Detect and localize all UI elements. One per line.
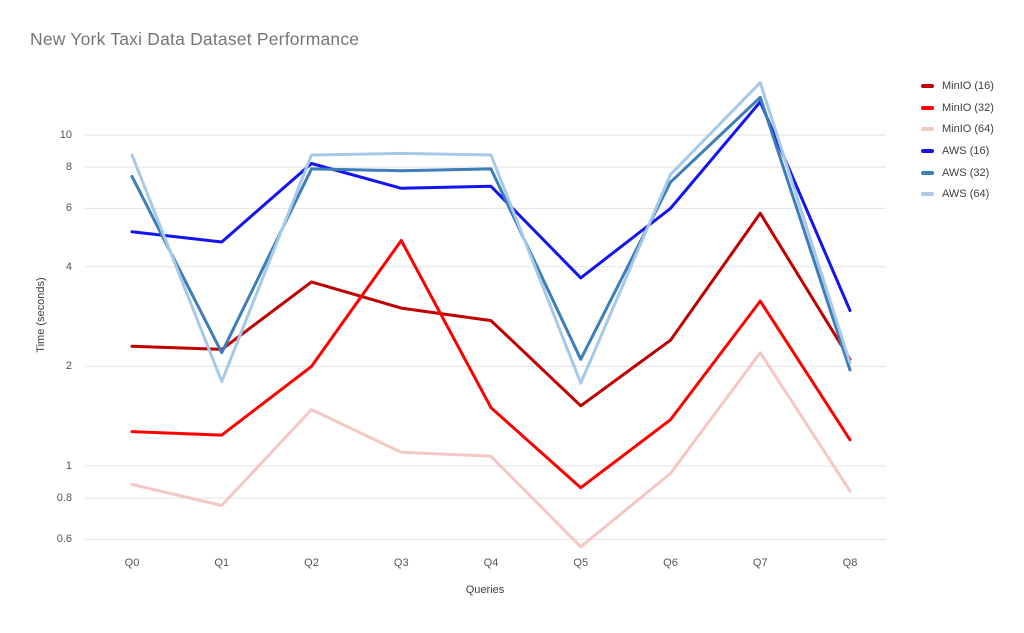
legend-label: AWS (64)	[942, 188, 990, 201]
chart-title: New York Taxi Data Dataset Performance	[30, 29, 360, 49]
legend-item-aws-16[interactable]: AWS (16)	[921, 140, 994, 162]
series-line-minio-32	[130, 239, 852, 490]
x-tick-label: Q4	[483, 557, 499, 569]
legend-swatch	[921, 192, 934, 197]
legend-item-aws-64[interactable]: AWS (64)	[921, 183, 994, 205]
x-tick-label: Q3	[393, 557, 409, 569]
legend-label: AWS (32)	[942, 166, 990, 179]
y-tick-label: 10	[59, 129, 72, 141]
y-tick-label: 8	[65, 161, 72, 174]
legend-label: MinIO (32)	[942, 101, 994, 114]
x-tick-label: Q2	[304, 557, 319, 569]
legend-label: MinIO (64)	[942, 123, 994, 136]
x-tick-label: Q8	[842, 557, 858, 569]
legend-item-minio-16[interactable]: MinIO (16)	[921, 75, 994, 97]
legend-swatch	[921, 148, 934, 153]
legend-label: AWS (16)	[942, 144, 990, 157]
y-tick-label: 0.8	[56, 492, 72, 505]
y-tick-label: 6	[65, 202, 72, 215]
series-line-minio-16	[130, 211, 852, 408]
x-tick-label: Q0	[124, 557, 140, 569]
x-axis-title: Queries	[465, 584, 505, 596]
legend: MinIO (16) MinIO (32) MinIO (64) AWS (16…	[921, 75, 994, 205]
legend-swatch	[921, 83, 934, 88]
legend-swatch	[921, 170, 934, 175]
legend-item-minio-32[interactable]: MinIO (32)	[921, 97, 994, 119]
y-tick-label: 0.6	[56, 533, 72, 546]
x-tick-label: Q7	[752, 557, 768, 569]
legend-swatch	[921, 127, 934, 132]
series-line-aws-64	[130, 81, 852, 385]
x-tick-label: Q1	[214, 557, 230, 569]
y-tick-label: 1	[65, 460, 72, 472]
y-tick-label: 2	[65, 360, 72, 373]
legend-label: MinIO (16)	[942, 79, 994, 92]
legend-item-minio-64[interactable]: MinIO (64)	[921, 118, 994, 140]
series-line-minio-64	[130, 351, 852, 549]
x-tick-label: Q5	[573, 557, 589, 569]
x-tick-label: Q6	[663, 557, 678, 569]
legend-item-aws-32[interactable]: AWS (32)	[921, 162, 994, 184]
legend-swatch	[921, 105, 934, 110]
series-line-aws-16	[130, 100, 852, 312]
series-line-aws-32	[130, 95, 852, 372]
y-tick-label: 4	[65, 260, 72, 273]
